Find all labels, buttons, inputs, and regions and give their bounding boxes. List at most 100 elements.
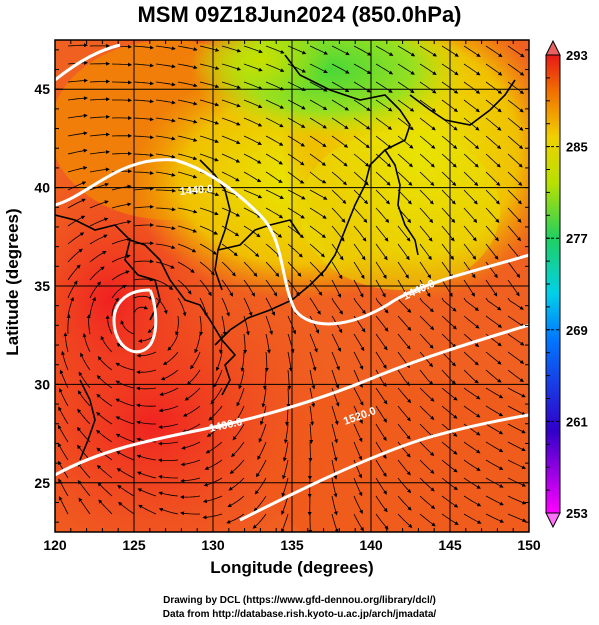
streamline-arrows-icon: [155, 243, 176, 249]
streamline-arrows-icon: [287, 207, 305, 219]
streamline-arrows-icon: [507, 495, 527, 505]
streamline-arrows-icon: [82, 333, 91, 353]
streamline-arrows-icon: [507, 423, 526, 434]
streamline-arrows-icon: [133, 259, 154, 264]
streamline-arrows-icon: [530, 154, 544, 167]
streamline-arrows-icon: [331, 99, 349, 111]
streamline-arrows-icon: [208, 405, 223, 421]
streamline-arrows-icon: [158, 474, 178, 479]
streamline-arrows-icon: [287, 63, 307, 73]
streamline-arrows-icon: [199, 279, 212, 297]
map-title: MSM 09Z18Jun2024 (850.0hPa): [137, 2, 462, 27]
streamline-arrows-icon: [530, 406, 548, 414]
streamline-arrows-icon: [530, 334, 546, 344]
streamline-arrows-icon: [133, 277, 154, 282]
streamline-arrows-icon: [375, 387, 388, 405]
streamline-arrows-icon: [375, 405, 387, 423]
streamline-arrows-icon: [243, 135, 262, 145]
colorbar-tick-label: 285: [566, 140, 588, 155]
streamline-arrows-icon: [441, 315, 457, 330]
streamline-arrows-icon: [158, 441, 179, 446]
streamline-arrows-icon: [115, 433, 135, 443]
streamline-arrows-icon: [287, 99, 306, 110]
y-axis-label: Latitude (degrees): [3, 208, 22, 356]
streamline-arrows-icon: [177, 297, 187, 317]
streamline-arrows-icon: [116, 468, 135, 479]
streamline-arrows-icon: [485, 279, 498, 297]
streamline-arrows-icon: [243, 243, 260, 258]
streamline-arrows-icon: [507, 513, 527, 522]
streamline-arrows-icon: [111, 297, 119, 317]
streamline-arrows-icon: [86, 314, 91, 335]
streamline-arrows-icon: [463, 513, 482, 524]
streamline-arrows-icon: [419, 45, 437, 57]
streamline-arrows-icon: [89, 217, 109, 227]
streamline-arrows-icon: [419, 387, 435, 402]
streamline-arrows-icon: [180, 459, 201, 467]
streamline-arrows-icon: [530, 352, 546, 363]
streamline-arrows-icon: [57, 442, 69, 461]
streamline-arrows-icon: [397, 423, 411, 440]
streamline-arrows-icon: [115, 380, 135, 389]
streamline-arrows-icon: [331, 333, 341, 352]
streamline-arrows-icon: [89, 251, 107, 263]
streamline-arrows-icon: [156, 188, 176, 193]
streamline-arrows-icon: [375, 99, 393, 112]
streamline-arrows-icon: [309, 405, 315, 426]
streamline-arrows-icon: [287, 45, 307, 55]
streamline-arrows-icon: [177, 189, 198, 195]
streamline-arrows-icon: [89, 97, 110, 102]
streamline-arrows-icon: [180, 495, 201, 500]
streamline-arrows-icon: [485, 405, 504, 417]
streamline-arrows-icon: [375, 225, 389, 242]
streamline-arrows-icon: [331, 279, 342, 298]
streamline-arrows-icon: [254, 477, 267, 495]
streamline-arrows-icon: [441, 351, 456, 367]
streamline-arrows-icon: [485, 513, 505, 523]
streamline-arrows-icon: [530, 64, 546, 75]
x-tick-label: 130: [201, 537, 225, 553]
streamline-arrows-icon: [265, 81, 285, 91]
streamline-arrows-icon: [353, 495, 363, 515]
streamline-arrows-icon: [331, 171, 347, 186]
streamline-arrows-icon: [261, 387, 267, 408]
streamline-arrows-icon: [133, 81, 154, 86]
streamline-arrows-icon: [485, 351, 502, 365]
streamline-arrows-icon: [419, 135, 436, 149]
streamline-arrows-icon: [67, 280, 78, 299]
streamline-arrows-icon: [221, 279, 233, 297]
streamline-arrows-icon: [485, 495, 504, 506]
x-tick-label: 140: [359, 537, 383, 553]
streamline-arrows-icon: [507, 225, 522, 242]
streamline-arrows-icon: [265, 279, 278, 297]
streamline-arrows-icon: [530, 442, 548, 450]
streamline-arrows-icon: [331, 477, 338, 498]
streamline-arrows-icon: [530, 118, 545, 130]
streamline-arrows-icon: [287, 279, 300, 297]
streamline-arrows-icon: [309, 189, 328, 200]
y-tick-label: 45: [34, 81, 50, 97]
streamline-arrows-icon: [397, 243, 410, 261]
streamline-arrows-icon: [136, 454, 157, 461]
streamline-arrows-icon: [397, 63, 415, 75]
streamline-arrows-icon: [485, 459, 504, 470]
streamline-arrows-icon: [397, 153, 414, 168]
streamline-arrows-icon: [115, 416, 135, 425]
streamline-arrows-icon: [530, 100, 545, 112]
streamline-arrows-icon: [257, 441, 267, 460]
streamline-arrows-icon: [221, 297, 230, 317]
streamline-arrows-icon: [375, 369, 387, 387]
streamline-arrows-icon: [419, 261, 432, 279]
streamline-arrows-icon: [485, 207, 500, 223]
streamline-arrows-icon: [309, 423, 314, 444]
streamline-arrows-icon: [199, 243, 217, 255]
streamline-arrows-icon: [309, 225, 326, 239]
streamline-arrows-icon: [111, 254, 131, 263]
streamline-arrows-icon: [89, 281, 102, 299]
streamline-arrows-icon: [67, 78, 88, 83]
streamline-arrows-icon: [89, 150, 110, 155]
streamline-arrows-icon: [463, 81, 481, 94]
streamline-arrows-icon: [89, 266, 105, 281]
wind-streamlines: [57, 43, 548, 532]
